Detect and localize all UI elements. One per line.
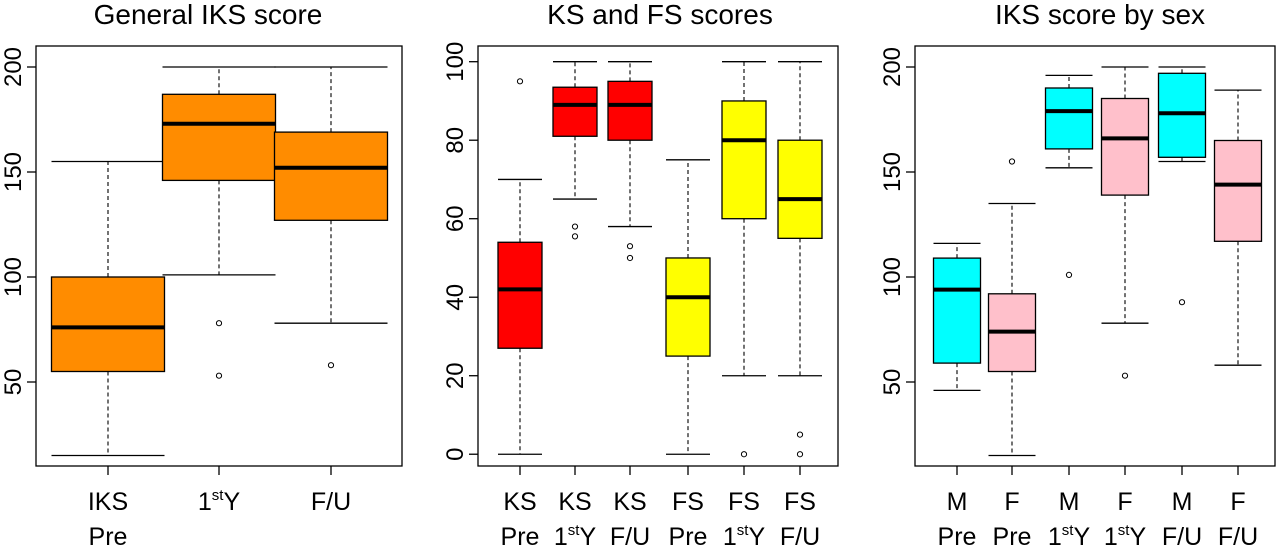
box <box>273 131 389 221</box>
category-label-2: Pre <box>993 523 1032 548</box>
category-label-2: F/U <box>1218 523 1258 548</box>
chart-title: General IKS score <box>94 0 323 30</box>
y-tick-label: 200 <box>0 47 27 87</box>
category-label-1: KS <box>613 488 646 516</box>
outlier-point <box>796 431 804 438</box>
category-label-1: M <box>1172 488 1193 516</box>
category-label-2: Pre <box>938 523 977 548</box>
box <box>1044 87 1094 150</box>
category-label-2: Pre <box>501 523 540 548</box>
box <box>1213 139 1263 242</box>
category-label-2: 1stY <box>1104 522 1147 548</box>
outlier-point <box>571 233 579 240</box>
outlier-point <box>1065 271 1073 278</box>
y-tick-label: 60 <box>442 205 469 232</box>
box-group: M F/U <box>1157 66 1207 548</box>
y-tick-label: 150 <box>0 152 27 192</box>
outlier-point <box>626 243 634 250</box>
outlier-point <box>626 254 634 262</box>
y-tick-label: 150 <box>879 152 906 192</box>
category-label-1: F <box>1230 488 1245 516</box>
box-group: M 1stY <box>1044 74 1094 548</box>
y-tick-label: 0 <box>442 448 469 461</box>
category-label-2: Pre <box>89 523 128 548</box>
category-label-1: KS <box>503 488 536 516</box>
box-group: KS 1stY <box>552 61 598 548</box>
category-label-1: M <box>947 488 968 516</box>
box-group: F Pre <box>987 158 1037 548</box>
category-label-2: Pre <box>669 523 708 548</box>
outlier-point <box>215 320 223 327</box>
box-group: 1stY <box>161 66 277 516</box>
box <box>721 100 767 220</box>
box <box>932 257 982 364</box>
chart-panel-3: IKS score by sex 50 100 150 200 M Pre F Pre M 1stY… <box>879 0 1276 548</box>
category-label-1: 1stY <box>198 487 241 516</box>
box <box>497 241 543 349</box>
box <box>777 139 823 239</box>
category-label-2: 1stY <box>723 522 766 548</box>
outlier-point <box>740 451 748 458</box>
box <box>607 80 653 141</box>
outlier-point <box>571 223 579 230</box>
outlier-point <box>215 372 223 379</box>
y-tick-label: 200 <box>879 47 906 87</box>
box <box>161 93 277 182</box>
chart-title: KS and FS scores <box>547 0 773 30</box>
outlier-point <box>796 451 804 458</box>
y-tick-label: 40 <box>442 284 469 311</box>
category-label-1: F <box>1117 488 1132 516</box>
box-group: KS Pre <box>497 78 543 548</box>
chart-title: IKS score by sex <box>995 0 1205 30</box>
box <box>665 257 711 357</box>
category-label-1: FS <box>672 488 704 516</box>
box-group: F F/U <box>1213 89 1263 548</box>
box <box>1100 97 1150 196</box>
y-tick-label: 100 <box>442 42 469 82</box>
box <box>50 276 166 373</box>
y-tick-label: 80 <box>442 127 469 154</box>
category-label-1: FS <box>784 488 816 516</box>
category-label-2: F/U <box>780 523 820 548</box>
y-tick-label: 20 <box>442 362 469 389</box>
plot-frame <box>477 45 839 467</box>
y-tick-label: 50 <box>0 369 27 396</box>
box-group: M Pre <box>932 242 982 548</box>
chart-panel-1: General IKS score 50 100 150 200 IKS Pre 1stY F/… <box>0 0 403 548</box>
y-tick-label: 100 <box>0 257 27 297</box>
outlier-point <box>1178 299 1186 306</box>
category-label-2: F/U <box>610 523 650 548</box>
box-group: F/U <box>273 66 389 516</box>
box-group: KS F/U <box>607 61 653 548</box>
box-group: FS 1stY <box>721 61 767 548</box>
category-label-1: M <box>1059 488 1080 516</box>
category-label-2: 1stY <box>554 522 597 548</box>
category-label-2: 1stY <box>1048 522 1091 548</box>
outlier-point <box>327 362 335 369</box>
box <box>1157 72 1207 158</box>
box <box>552 86 598 137</box>
box-group: FS F/U <box>777 61 823 548</box>
outlier-point <box>1008 158 1016 165</box>
category-label-1: IKS <box>88 488 128 516</box>
box-group: IKS Pre <box>50 160 166 548</box>
outlier-point <box>516 78 524 85</box>
category-label-1: F <box>1004 488 1019 516</box>
outlier-point <box>1121 372 1129 379</box>
chart-panel-2: KS and FS scores020406080100KSPreKS1stYK… <box>442 0 839 548</box>
category-label-1: FS <box>728 488 760 516</box>
y-tick-label: 100 <box>879 257 906 297</box>
y-tick-label: 50 <box>879 369 906 396</box>
box-group: FS Pre <box>665 159 711 548</box>
category-label-1: F/U <box>311 488 351 516</box>
category-label-2: F/U <box>1162 523 1202 548</box>
plot-frame <box>914 45 1276 467</box>
category-label-1: KS <box>558 488 591 516</box>
box-group: F 1stY <box>1100 66 1150 548</box>
